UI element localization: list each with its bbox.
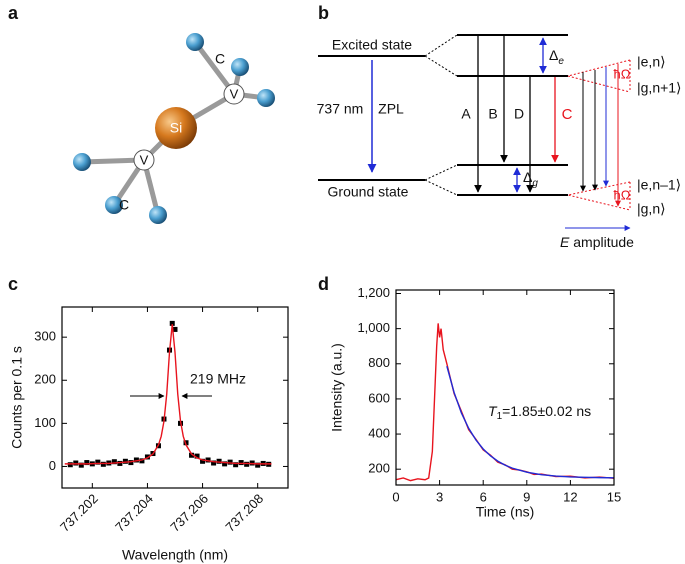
- data-point: [117, 460, 123, 466]
- x-tick-label: 737.204: [112, 491, 156, 535]
- x-tick-label: 737.202: [57, 491, 101, 535]
- plot-frame: [61, 306, 289, 489]
- splitting-label: Δg: [523, 169, 538, 189]
- annotation: 219 MHz: [190, 371, 246, 387]
- x-axis-label: Time (ns): [476, 504, 535, 520]
- y-tick-label: 0: [49, 458, 56, 473]
- atom-label: V: [140, 152, 149, 167]
- panel-label: d: [318, 274, 329, 294]
- transition-label: D: [514, 106, 524, 122]
- y-tick-label: 400: [368, 425, 390, 440]
- plot-frame: [395, 289, 615, 486]
- state-label: |e,n⟩: [637, 54, 666, 70]
- x-tick-label: 737.208: [222, 491, 266, 535]
- x-tick-label: 3: [436, 489, 443, 504]
- data-point: [122, 458, 128, 464]
- y-tick-label: 100: [34, 415, 56, 430]
- data-point: [194, 453, 200, 459]
- data-point: [211, 460, 217, 466]
- data-point: [222, 461, 228, 467]
- rabi-label: ħΩ: [614, 187, 631, 202]
- y-tick-label: 1,200: [357, 285, 390, 300]
- carbon-atoms: [73, 33, 275, 224]
- data-point: [169, 320, 175, 326]
- data-line: [446, 366, 615, 479]
- state-label: |g,n⟩: [637, 201, 666, 217]
- y-axis-label: Counts per 0.1 s: [9, 346, 25, 449]
- y-tick-label: 300: [34, 329, 56, 344]
- x-tick-label: 737.206: [167, 491, 211, 535]
- zpl-label: ZPL: [378, 101, 404, 117]
- rabi-label: ħΩ: [614, 66, 631, 81]
- transition-label: A: [461, 106, 471, 122]
- data-point: [144, 454, 150, 460]
- level-label: Excited state: [332, 37, 412, 53]
- data-point: [227, 459, 233, 465]
- atom-label: C: [215, 51, 225, 67]
- panel-a: a Si V V C C: [8, 3, 275, 224]
- data-point: [139, 458, 145, 464]
- panel-label: b: [318, 3, 329, 23]
- data-point: [128, 460, 134, 466]
- x-tick-label: 12: [563, 489, 577, 504]
- data-point: [244, 461, 250, 467]
- x-tick-label: 9: [523, 489, 530, 504]
- x-axis-label: Wavelength (nm): [122, 547, 228, 563]
- transition-label: B: [488, 106, 497, 122]
- data-point: [111, 459, 117, 465]
- split-levels: [424, 34, 568, 196]
- data-point: [73, 460, 79, 466]
- dressed-states: [567, 59, 631, 211]
- x-tick-label: 15: [607, 489, 621, 504]
- y-axis-label: Intensity (a.u.): [329, 343, 345, 432]
- wavelength-label: 737 nm: [317, 101, 364, 117]
- atom-label: V: [230, 86, 239, 101]
- silicon-atom: [155, 107, 197, 149]
- data-point: [205, 457, 211, 463]
- field-label: E amplitude: [560, 234, 634, 250]
- y-tick-label: 1,000: [357, 320, 390, 335]
- data-point: [238, 460, 244, 466]
- data-point: [172, 326, 178, 332]
- level-label: Ground state: [328, 184, 409, 200]
- panel-label: c: [8, 274, 18, 294]
- y-tick-label: 200: [34, 372, 56, 387]
- data-point: [95, 459, 101, 465]
- transition-label: C: [562, 106, 573, 123]
- x-tick-label: 0: [392, 489, 399, 504]
- data-point: [233, 462, 239, 468]
- x-tick-label: 6: [480, 489, 487, 504]
- panel-b: b Excited state Ground state 737 nm ZPL …: [317, 3, 682, 250]
- vacancy: [133, 149, 155, 171]
- state-label: |e,n–1⟩: [637, 177, 681, 193]
- data-point: [216, 458, 222, 464]
- data-point: [84, 460, 90, 466]
- data-point: [78, 462, 84, 468]
- data-point: [100, 461, 106, 467]
- vacancy: [223, 83, 245, 105]
- panel-label: a: [8, 3, 19, 23]
- data-point: [67, 462, 73, 468]
- transition-arrows: [474, 36, 559, 193]
- y-tick-label: 600: [368, 390, 390, 405]
- data-point: [189, 452, 195, 458]
- state-label: |g,n+1⟩: [637, 80, 682, 96]
- y-tick-label: 200: [368, 461, 390, 476]
- y-tick-label: 800: [368, 355, 390, 370]
- data-point: [255, 462, 261, 468]
- data-line: [64, 324, 272, 465]
- annotation: T1=1.85±0.02 ns: [488, 403, 591, 422]
- data-point: [200, 458, 206, 464]
- splitting-label: Δe: [549, 47, 564, 67]
- atom-label: Si: [170, 120, 182, 136]
- data-point: [133, 457, 139, 463]
- atom-label: C: [119, 197, 129, 213]
